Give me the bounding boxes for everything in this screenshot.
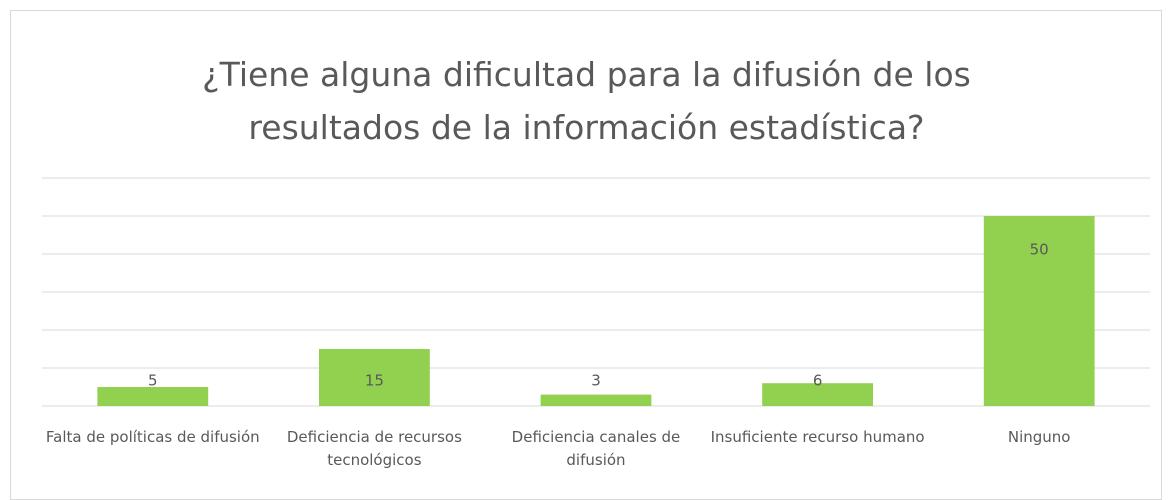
x-tick-label: Ninguno	[1007, 428, 1071, 446]
x-tick-label: Falta de políticas de difusión	[45, 428, 260, 446]
data-label: 15	[365, 372, 384, 390]
bar	[319, 349, 430, 406]
bar	[762, 383, 873, 406]
data-label: 5	[148, 372, 158, 390]
bar	[97, 387, 209, 406]
x-tick-label: Insuficiente recurso humano	[710, 428, 925, 446]
chart-title: ¿Tiene alguna dificultad para la difusió…	[202, 55, 971, 147]
x-tick-label: Deficiencia de recursos tecnológicos	[286, 428, 462, 469]
bar	[540, 394, 652, 406]
data-label: 50	[1030, 241, 1049, 259]
bar	[983, 216, 1095, 406]
data-label: 3	[591, 372, 601, 390]
x-tick-label: Deficiencia canales de difusión	[511, 428, 681, 469]
data-label: 6	[813, 372, 823, 390]
